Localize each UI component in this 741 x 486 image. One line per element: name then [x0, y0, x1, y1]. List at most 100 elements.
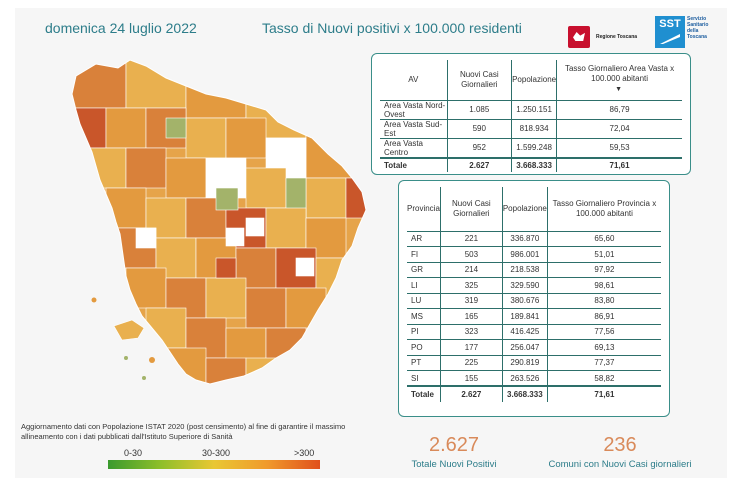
prov-name: PO — [407, 339, 441, 355]
av-cases: 590 — [447, 118, 513, 138]
av-header-rate-label: Tasso Giornaliero Area Vasta x 100.000 a… — [564, 64, 675, 84]
island-giglio — [149, 357, 155, 363]
legend-gradient-bar — [108, 460, 320, 469]
sort-desc-icon[interactable]: ▼ — [615, 86, 623, 94]
prov-total-rate: 71,61 — [547, 385, 661, 402]
table-row[interactable]: PO 177 256.047 69,13 — [407, 339, 661, 355]
prov-rate: 77,56 — [547, 323, 661, 340]
kpi-total-positives: 2.627 Totale Nuovi Positivi — [398, 434, 510, 470]
av-header-cases[interactable]: Nuovi Casi Giornalieri — [447, 60, 513, 100]
av-name: Area Vasta Nord-Ovest — [380, 99, 448, 119]
province-table: Provincia Nuovi Casi Giornalieri Popolaz… — [407, 187, 661, 402]
table-row[interactable]: AR 221 336.870 65,60 — [407, 230, 661, 247]
prov-rate: 58,82 — [547, 370, 661, 386]
prov-cases: 323 — [440, 323, 503, 340]
table-row[interactable]: Area Vasta Centro 952 1.599.248 59,53 — [380, 137, 682, 158]
sst-mark: SST — [655, 16, 685, 48]
prov-cases: 177 — [440, 339, 503, 355]
tuscany-choropleth-map[interactable] — [66, 58, 386, 388]
prov-rate: 97,92 — [547, 261, 661, 278]
prov-population: 380.676 — [502, 292, 548, 309]
av-cases: 1.085 — [447, 99, 513, 119]
prov-name: GR — [407, 261, 441, 278]
area-vasta-table: AV Nuovi Casi Giornalieri Popolazione Ta… — [380, 60, 682, 172]
pegasus-icon — [568, 26, 590, 48]
map-municipalities — [72, 60, 366, 384]
kpi-municipalities-label: Comuni con Nuovi Casi giornalieri — [548, 459, 692, 470]
prov-total-population: 3.668.333 — [502, 385, 548, 402]
prov-rate: 65,60 — [547, 230, 661, 247]
table-row[interactable]: LI 325 329.590 98,61 — [407, 277, 661, 293]
prov-rate: 77,37 — [547, 354, 661, 371]
area-vasta-card: AV Nuovi Casi Giornalieri Popolazione Ta… — [371, 53, 691, 175]
table-row[interactable]: PI 323 416.425 77,56 — [407, 323, 661, 340]
prov-total-name: Totale — [407, 385, 441, 402]
table-total-row: Totale 2.627 3.668.333 71,61 — [407, 385, 661, 402]
table-row[interactable]: LU 319 380.676 83,80 — [407, 292, 661, 309]
av-header-rate[interactable]: Tasso Giornaliero Area Vasta x 100.000 a… — [557, 60, 682, 100]
island-montecristo — [124, 356, 128, 360]
prov-cases: 325 — [440, 277, 503, 293]
av-total-rate: 71,61 — [556, 156, 682, 172]
color-legend: 0-30 30-300 >300 — [108, 448, 320, 469]
prov-name: LI — [407, 277, 441, 293]
prov-total-cases: 2.627 — [440, 385, 503, 402]
prov-name: SI — [407, 370, 441, 386]
av-header-population[interactable]: Popolazione — [511, 60, 558, 100]
kpi-municipalities: 236 Comuni con Nuovi Casi giornalieri — [538, 434, 702, 470]
prov-name: LU — [407, 292, 441, 309]
island-giannutri — [142, 376, 146, 380]
regione-toscana-logo: Regione Toscana — [568, 26, 637, 48]
table-row[interactable]: FI 503 986.001 51,01 — [407, 246, 661, 262]
av-rate: 59,53 — [556, 137, 682, 158]
report-date: domenica 24 luglio 2022 — [45, 20, 197, 36]
av-total-population: 3.668.333 — [511, 156, 558, 172]
prov-name: FI — [407, 246, 441, 262]
prov-rate: 86,91 — [547, 308, 661, 324]
prov-cases: 214 — [440, 261, 503, 278]
table-row[interactable]: Area Vasta Nord-Ovest 1.085 1.250.151 86… — [380, 99, 682, 119]
av-header-name[interactable]: AV — [380, 60, 448, 100]
logo-region-text: Regione Toscana — [596, 34, 638, 40]
prov-rate: 83,80 — [547, 292, 661, 309]
av-population: 1.250.151 — [511, 99, 558, 119]
table-row[interactable]: MS 165 189.841 86,91 — [407, 308, 661, 324]
prov-header-rate[interactable]: Tasso Giornaliero Provincia x 100.000 ab… — [552, 198, 657, 218]
prov-cases: 319 — [440, 292, 503, 309]
prov-cases: 503 — [440, 246, 503, 262]
data-update-note: Aggiornamento dati con Popolazione ISTAT… — [21, 422, 346, 441]
table-row[interactable]: PT 225 290.819 77,37 — [407, 354, 661, 371]
sst-abbr: SST — [659, 18, 681, 30]
prov-header-cases[interactable]: Nuovi Casi Giornalieri — [440, 187, 503, 231]
prov-population: 256.047 — [502, 339, 548, 355]
av-total-label: Totale — [380, 156, 448, 172]
legend-low-label: 0-30 — [124, 448, 143, 458]
kpi-municipalities-value: 236 — [603, 434, 637, 456]
av-population: 1.599.248 — [511, 137, 558, 158]
island-elba — [113, 319, 145, 341]
table-row[interactable]: SI 155 263.526 58,82 — [407, 370, 661, 386]
kpi-total-positives-label: Totale Nuovi Positivi — [411, 459, 497, 470]
table-row[interactable]: GR 214 218.538 97,92 — [407, 261, 661, 278]
prov-cases: 225 — [440, 354, 503, 371]
legend-mid-label: 30-300 — [202, 448, 231, 458]
av-total-cases: 2.627 — [447, 156, 513, 172]
prov-population: 336.870 — [502, 230, 548, 247]
prov-rate: 69,13 — [547, 339, 661, 355]
prov-population: 329.590 — [502, 277, 548, 293]
province-table-body: AR 221 336.870 65,60 FI 503 986.001 51,01 GR 214 2… — [407, 230, 661, 402]
av-name: Area Vasta Centro — [380, 137, 448, 158]
prov-name: PI — [407, 323, 441, 340]
prov-population: 986.001 — [502, 246, 548, 262]
prov-header-name[interactable]: Provincia — [407, 187, 441, 231]
table-total-row: Totale 2.627 3.668.333 71,61 — [380, 156, 682, 172]
legend-high-label: >300 — [294, 448, 315, 458]
table-row[interactable]: Area Vasta Sud-Est 590 818.934 72,04 — [380, 118, 682, 138]
page-title: Tasso di Nuovi positivi x 100.000 reside… — [262, 20, 522, 36]
kpi-total-positives-value: 2.627 — [428, 434, 480, 456]
prov-population: 263.526 — [502, 370, 548, 386]
prov-header-population[interactable]: Popolazione — [502, 187, 548, 231]
av-rate: 86,79 — [556, 99, 682, 119]
av-rate: 72,04 — [556, 118, 682, 138]
prov-name: PT — [407, 354, 441, 371]
